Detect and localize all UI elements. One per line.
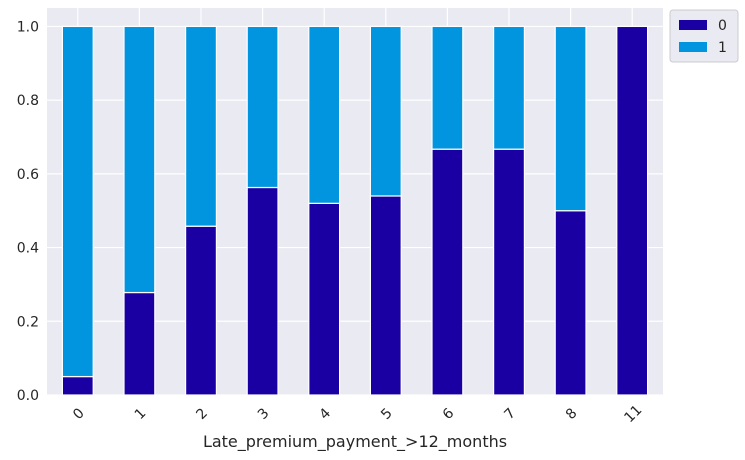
y-tick-label: 0.8 <box>17 93 39 109</box>
legend-items: 01 <box>679 18 727 56</box>
legend-label: 0 <box>718 18 727 34</box>
x-tick-label: 11 <box>621 402 645 426</box>
y-tick-label: 0.2 <box>17 314 39 330</box>
bar-series-0-cat-2 <box>185 225 218 396</box>
bar-series-0-cat-8 <box>554 210 587 396</box>
x-tick-label: 5 <box>378 405 396 423</box>
x-tick-label: 0 <box>70 405 88 423</box>
bar-series-1-cat-4 <box>308 25 341 204</box>
y-tick-label: 0.4 <box>17 241 39 257</box>
bar-series-0-cat-4 <box>308 202 341 396</box>
y-tick-label: 0.6 <box>17 167 39 183</box>
x-tick-label: 7 <box>501 405 519 423</box>
bar-series-1-cat-0 <box>61 25 94 378</box>
bar-series-1-cat-3 <box>246 25 279 189</box>
legend-label: 1 <box>718 40 727 56</box>
x-tick-label: 4 <box>317 405 335 423</box>
bar-series-0-cat-11 <box>616 25 649 396</box>
legend-swatch <box>679 42 707 52</box>
y-tick-label: 1.0 <box>17 19 39 35</box>
legend: 01 <box>669 9 739 63</box>
y-tick-labels: 0.0 0.2 0.4 0.6 0.8 1.0 <box>17 19 39 404</box>
x-tick-label: 3 <box>255 405 273 423</box>
bar-series-0-cat-7 <box>493 148 526 396</box>
bar-series-1-cat-8 <box>554 25 587 212</box>
x-tick-label: 6 <box>440 405 458 423</box>
legend-swatch <box>679 20 707 30</box>
x-tick-label: 2 <box>193 405 211 423</box>
legend-box <box>669 9 739 63</box>
bar-series-0-cat-5 <box>369 195 402 396</box>
bar-series-1-cat-7 <box>493 25 526 150</box>
bar-series-0-cat-3 <box>246 186 279 396</box>
bar-series-1-cat-5 <box>369 25 402 197</box>
x-tick-labels: 0 1 2 3 4 5 6 7 8 11 <box>70 402 645 426</box>
x-tick-label: 8 <box>563 405 581 423</box>
bar-series-0-cat-0 <box>61 375 94 396</box>
bar-series-1-cat-2 <box>185 25 218 227</box>
bar-series-0-cat-6 <box>431 148 464 396</box>
x-axis-title: Late_premium_payment_>12_months <box>203 432 507 452</box>
y-tick-label: 0.0 <box>17 388 39 404</box>
bar-series-1-cat-6 <box>431 25 464 150</box>
bars <box>61 25 649 396</box>
bar-series-1-cat-1 <box>123 25 156 294</box>
bar-series-0-cat-1 <box>123 291 156 396</box>
x-tick-label: 1 <box>132 405 150 423</box>
